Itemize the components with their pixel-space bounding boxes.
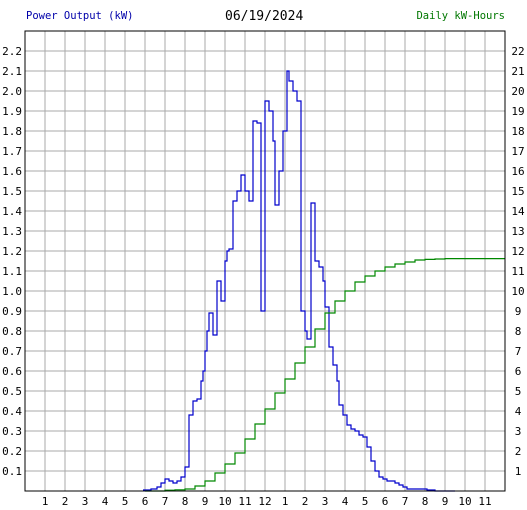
left-tick-label: 0.6 xyxy=(2,365,22,378)
right-tick-label: 11 xyxy=(511,265,524,278)
right-tick-label: 17 xyxy=(511,145,524,158)
x-tick-label: 3 xyxy=(322,495,329,508)
left-tick-label: 0.2 xyxy=(2,445,22,458)
x-tick-label: 1 xyxy=(282,495,289,508)
x-tick-label: 11 xyxy=(478,495,491,508)
x-tick-label: 4 xyxy=(342,495,349,508)
right-tick-label: 2 xyxy=(515,445,522,458)
x-tick-label: 8 xyxy=(422,495,429,508)
x-tick-label: 5 xyxy=(122,495,129,508)
x-tick-label: 6 xyxy=(142,495,149,508)
chart-title: 06/19/2024 xyxy=(225,9,304,24)
series xyxy=(143,70,505,492)
left-axis-title: Power Output (kW) xyxy=(26,10,134,22)
left-tick-label: 2.1 xyxy=(2,65,22,78)
left-tick-label: 0.3 xyxy=(2,425,22,438)
right-tick-label: 3 xyxy=(515,425,522,438)
x-tick-label: 12 xyxy=(258,495,271,508)
series-line-energy xyxy=(145,258,505,492)
x-tick-label: 10 xyxy=(218,495,231,508)
left-tick-label: 1.5 xyxy=(2,185,22,198)
x-tick-label: 7 xyxy=(402,495,409,508)
right-tick-label: 14 xyxy=(511,205,525,218)
left-tick-label: 1.1 xyxy=(2,265,22,278)
x-tick-label: 6 xyxy=(382,495,389,508)
x-tick-label: 8 xyxy=(182,495,189,508)
left-tick-label: 1.6 xyxy=(2,165,22,178)
left-tick-label: 2.0 xyxy=(2,85,22,98)
right-tick-label: 13 xyxy=(511,225,524,238)
left-tick-label: 1.7 xyxy=(2,145,22,158)
right-tick-label: 21 xyxy=(511,65,524,78)
right-tick-label: 7 xyxy=(515,345,522,358)
right-tick-label: 16 xyxy=(511,165,524,178)
left-tick-label: 1.3 xyxy=(2,225,22,238)
left-tick-label: 2.2 xyxy=(2,45,22,58)
right-tick-label: 22 xyxy=(511,45,524,58)
x-tick-label: 4 xyxy=(102,495,109,508)
right-tick-label: 5 xyxy=(515,385,522,398)
right-tick-label: 4 xyxy=(515,405,522,418)
left-tick-label: 0.8 xyxy=(2,325,22,338)
x-tick-label: 10 xyxy=(458,495,471,508)
right-tick-label: 9 xyxy=(515,305,522,318)
left-tick-label: 1.0 xyxy=(2,285,22,298)
grid xyxy=(25,31,505,491)
tick-labels: 1 2 3 4 5 6 7 8 9 10 11 12 1 2 3 4 5 6 7 8 9 10 110.10.20.30.4… xyxy=(2,45,525,508)
left-tick-label: 0.1 xyxy=(2,465,22,478)
right-tick-label: 20 xyxy=(511,85,524,98)
left-tick-label: 1.4 xyxy=(2,205,22,218)
plot-frame xyxy=(24,30,506,492)
x-tick-label: 3 xyxy=(82,495,89,508)
right-tick-label: 12 xyxy=(511,245,524,258)
right-axis-title: Daily kW-Hours xyxy=(416,10,505,22)
right-tick-label: 15 xyxy=(511,185,524,198)
right-tick-label: 8 xyxy=(515,325,522,338)
x-tick-label: 7 xyxy=(162,495,169,508)
right-tick-label: 10 xyxy=(511,285,524,298)
left-tick-label: 0.7 xyxy=(2,345,22,358)
left-tick-label: 0.5 xyxy=(2,385,22,398)
x-tick-label: 5 xyxy=(362,495,369,508)
left-tick-label: 1.8 xyxy=(2,125,22,138)
left-tick-label: 0.4 xyxy=(2,405,22,418)
x-tick-label: 9 xyxy=(442,495,449,508)
x-tick-label: 2 xyxy=(302,495,309,508)
series-line-power xyxy=(143,70,455,492)
left-tick-label: 0.9 xyxy=(2,305,22,318)
x-tick-label: 2 xyxy=(62,495,69,508)
right-tick-label: 19 xyxy=(511,105,524,118)
left-tick-label: 1.9 xyxy=(2,105,22,118)
right-tick-label: 6 xyxy=(515,365,522,378)
right-tick-label: 1 xyxy=(515,465,522,478)
x-tick-label: 11 xyxy=(238,495,251,508)
left-tick-label: 1.2 xyxy=(2,245,22,258)
right-tick-label: 18 xyxy=(511,125,524,138)
x-tick-label: 1 xyxy=(42,495,49,508)
x-tick-label: 9 xyxy=(202,495,209,508)
